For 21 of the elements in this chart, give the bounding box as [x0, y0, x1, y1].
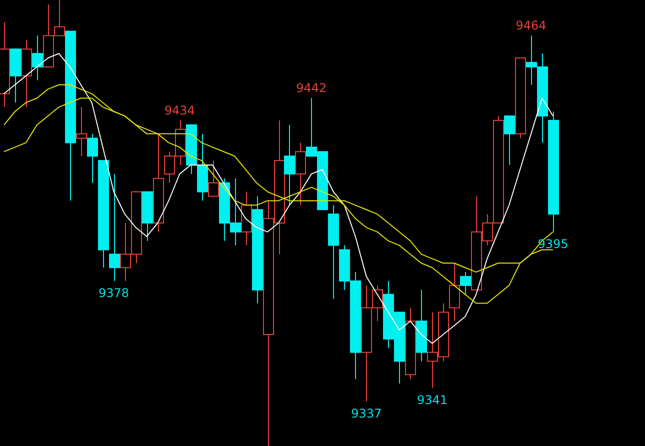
candlestick	[0, 22, 10, 108]
candlestick	[328, 204, 339, 300]
candlestick	[76, 106, 87, 157]
annotation: 9395	[538, 236, 568, 251]
candlestick	[548, 111, 559, 232]
candlestick	[21, 40, 32, 108]
candlestick	[449, 262, 460, 322]
annotation: 9337	[351, 406, 382, 420]
annotation: 9464	[516, 18, 546, 33]
annotation: 9434	[164, 103, 195, 118]
annotation: 9341	[416, 393, 448, 408]
candlestick	[416, 289, 427, 362]
candlestick	[153, 133, 164, 232]
candlestick	[284, 124, 295, 206]
candlestick	[295, 142, 306, 206]
annotation: 9442	[296, 81, 327, 96]
candlestick	[109, 173, 120, 282]
candlestick	[32, 35, 43, 81]
annotation: 9378	[98, 286, 130, 300]
candlestick	[241, 191, 252, 246]
candlestick	[252, 196, 263, 304]
